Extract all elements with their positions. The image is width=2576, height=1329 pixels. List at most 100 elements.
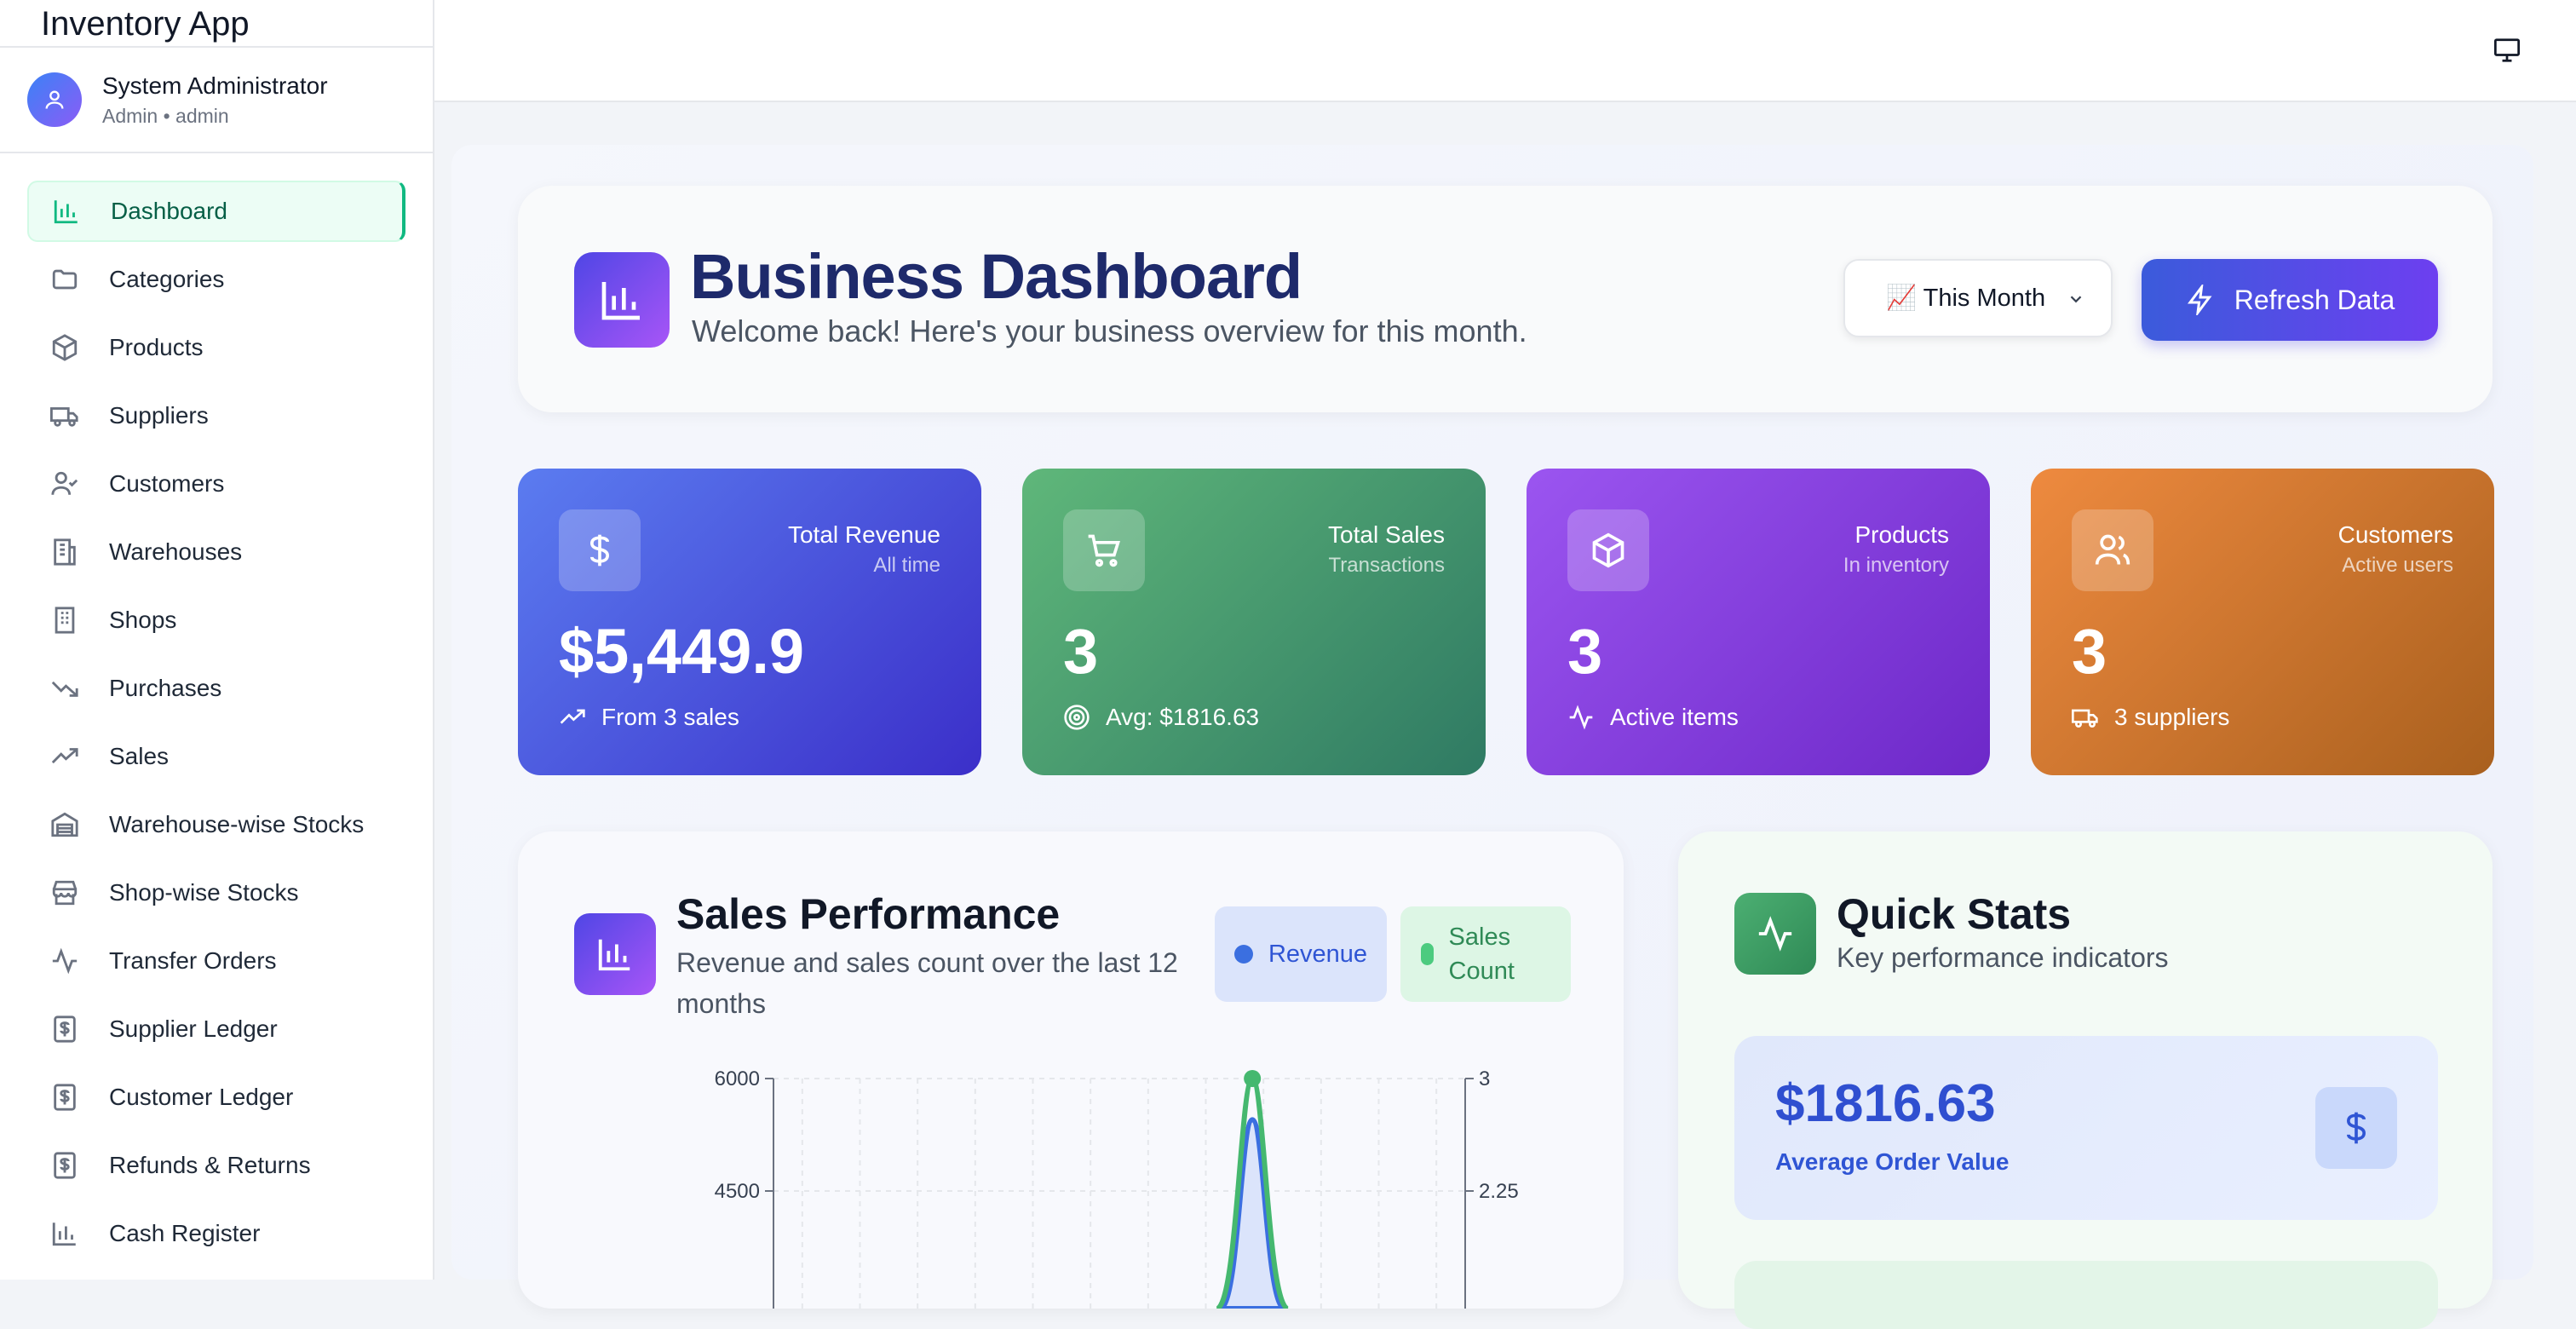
topbar [434,0,2576,102]
warehouse-icon [48,808,82,842]
stat-footnote: 3 suppliers [2072,704,2229,731]
sidebar-item-label: Sales [109,743,170,769]
sidebar-item-label: Shop-wise Stocks [109,879,299,906]
office-icon [48,603,82,637]
sidebar-item-purchases[interactable]: Purchases [27,658,405,719]
stat-label: Total Revenue [787,521,940,548]
sidebar-item-shops[interactable]: Shops [27,590,405,651]
box-icon [48,331,82,365]
sidebar-item-warehouse-wise-stocks[interactable]: Warehouse-wise Stocks [27,794,405,855]
sidebar-item-refunds-returns[interactable]: Refunds & Returns [27,1135,405,1196]
sales-performance-title: Sales Performance [676,890,1061,938]
sidebar-item-label: Shops [109,607,177,633]
legend-revenue[interactable]: Revenue [1215,906,1387,1002]
sales-performance-subtitle: Revenue and sales count over the last 12… [676,947,1178,1019]
quick-stats-card: Quick Stats Key performance indicators $… [1678,831,2493,1329]
sidebar-item-customer-ledger[interactable]: Customer Ledger [27,1067,405,1128]
stat-footnote: Avg: $1816.63 [1063,704,1259,731]
stat-card-total-revenue: Total Revenue All time $5,449.9 From 3 s… [518,469,981,775]
sidebar-item-label: Transfer Orders [109,947,277,974]
sidebar-item-products[interactable]: Products [27,317,405,378]
sidebar-item-label: Supplier Ledger [109,1015,278,1042]
store-icon [48,876,82,910]
sidebar-item-label: Suppliers [109,402,209,429]
sidebar-item-warehouses[interactable]: Warehouses [27,521,405,583]
sidebar-item-label: Refunds & Returns [109,1152,311,1178]
sidebar-item-label: Products [109,334,204,360]
stat-footnote-text: From 3 sales [601,704,739,730]
user-name: System Administrator [102,72,328,99]
truck-icon [48,399,82,433]
revenue-area [1218,1117,1286,1309]
avatar [27,72,82,127]
legend-sales-label: Sales Count [1448,923,1515,985]
average-order-value-tile: $1816.63 Average Order Value [1734,1036,2438,1220]
dashboard-logo [574,252,670,348]
user-icon [45,90,64,109]
stat-sublabel: Active users [2342,554,2453,577]
stat-sublabel: Transactions [1328,554,1446,577]
stat-value: $5,449.9 [559,616,805,687]
sales-count-pill [1421,943,1434,965]
quick-stats-subtitle: Key performance indicators [1837,942,2169,973]
bar-chart-icon [49,194,83,228]
sales-count-point [1244,1070,1262,1087]
aov-label: Average Order Value [1775,1148,2010,1175]
lightning-icon [2187,285,2212,315]
legend-sales-count[interactable]: Sales Count [1400,906,1571,1002]
sidebar-item-cash-register[interactable]: Cash Register [27,1203,405,1264]
aov-value: $1816.63 [1775,1074,1996,1133]
monitor-icon[interactable] [2493,37,2521,63]
stat-value: 3 [1063,616,1099,687]
stat-footnote: Active items [1567,704,1739,731]
users-icon [2072,509,2153,591]
activity-icon [48,944,82,978]
revenue-dot [1233,945,1253,964]
sidebar-item-categories[interactable]: Categories [27,249,405,310]
trending-up-icon [560,709,585,724]
activity-icon [1734,893,1816,975]
period-select-value: 📈 This Month [1886,285,2046,312]
sidebar: Inventory App System Administrator Admin… [0,0,434,1280]
sidebar-item-transfer-orders[interactable]: Transfer Orders [27,930,405,992]
stat-card-total-sales: Total Sales Transactions 3 Avg: $1816.63 [1022,469,1486,775]
page-subtitle: Welcome back! Here's your business overv… [692,314,1527,348]
chevron-down-icon [2070,296,2082,303]
right-tick-label: 3 [1479,1067,1490,1090]
sidebar-item-label: Cash Register [109,1220,261,1246]
truck-icon [2072,709,2098,728]
user-role: Admin • admin [102,104,229,127]
left-tick-label: 4500 [715,1180,760,1203]
stat-footnote-text: Avg: $1816.63 [1106,704,1260,730]
trending-up-icon [48,739,82,774]
stat-label: Customers [2337,521,2453,548]
sidebar-item-suppliers[interactable]: Suppliers [27,385,405,446]
sidebar-item-label: Customers [109,470,225,497]
period-select[interactable]: 📈 This Month [1843,259,2113,337]
right-tick-label: 2.25 [1479,1180,1519,1203]
sidebar-item-supplier-ledger[interactable]: Supplier Ledger [27,998,405,1060]
dashboard-header: Business Dashboard Welcome back! Here's … [518,186,2493,412]
stat-card-customers: Customers Active users 3 3 suppliers [2031,469,2494,775]
user-profile[interactable]: System Administrator Admin • admin [0,48,433,153]
stat-value: 3 [2072,616,2107,687]
sidebar-item-label: Purchases [109,675,222,701]
sidebar-item-label: Dashboard [111,198,227,224]
stat-label: Total Sales [1328,521,1445,548]
refresh-data-button[interactable]: Refresh Data [2142,259,2438,341]
refresh-data-label: Refresh Data [2234,284,2395,315]
stat-sublabel: In inventory [1843,554,1949,577]
stat-footnote-text: Active items [1610,704,1739,730]
sidebar-item-dashboard[interactable]: Dashboard [27,181,405,242]
folder-icon [48,262,82,296]
sidebar-item-label: Warehouse-wise Stocks [109,811,365,837]
sidebar-item-customers[interactable]: Customers [27,453,405,515]
sidebar-item-label: Categories [109,266,225,292]
cart-icon [1063,509,1145,591]
dollar-icon [2315,1087,2397,1169]
sales-performance-card: Sales Performance Revenue and sales coun… [518,831,1624,1309]
target-icon [1064,705,1090,730]
page-title: Business Dashboard [690,241,1302,312]
sidebar-item-sales[interactable]: Sales [27,726,405,787]
sidebar-item-shop-wise-stocks[interactable]: Shop-wise Stocks [27,862,405,923]
